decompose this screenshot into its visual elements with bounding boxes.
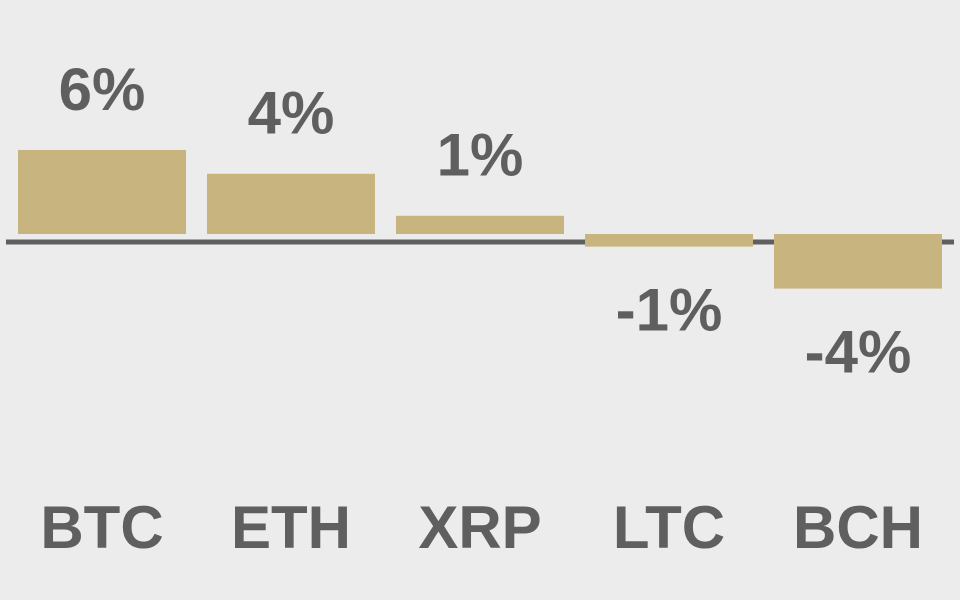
x-tick-label: XRP [418,494,541,561]
x-tick-label: ETH [231,494,351,561]
bar [396,215,564,234]
bar [774,234,942,289]
value-label: 4% [248,80,335,147]
bar [585,234,753,247]
x-tick-label: LTC [613,494,725,561]
bar [18,150,186,234]
value-label: 6% [59,56,146,123]
value-label: 1% [437,122,524,189]
x-tick-label: BCH [793,494,923,561]
value-label: -4% [805,318,912,385]
bar [207,173,375,234]
x-tick-label: BTC [40,494,163,561]
value-label: -1% [616,276,723,343]
